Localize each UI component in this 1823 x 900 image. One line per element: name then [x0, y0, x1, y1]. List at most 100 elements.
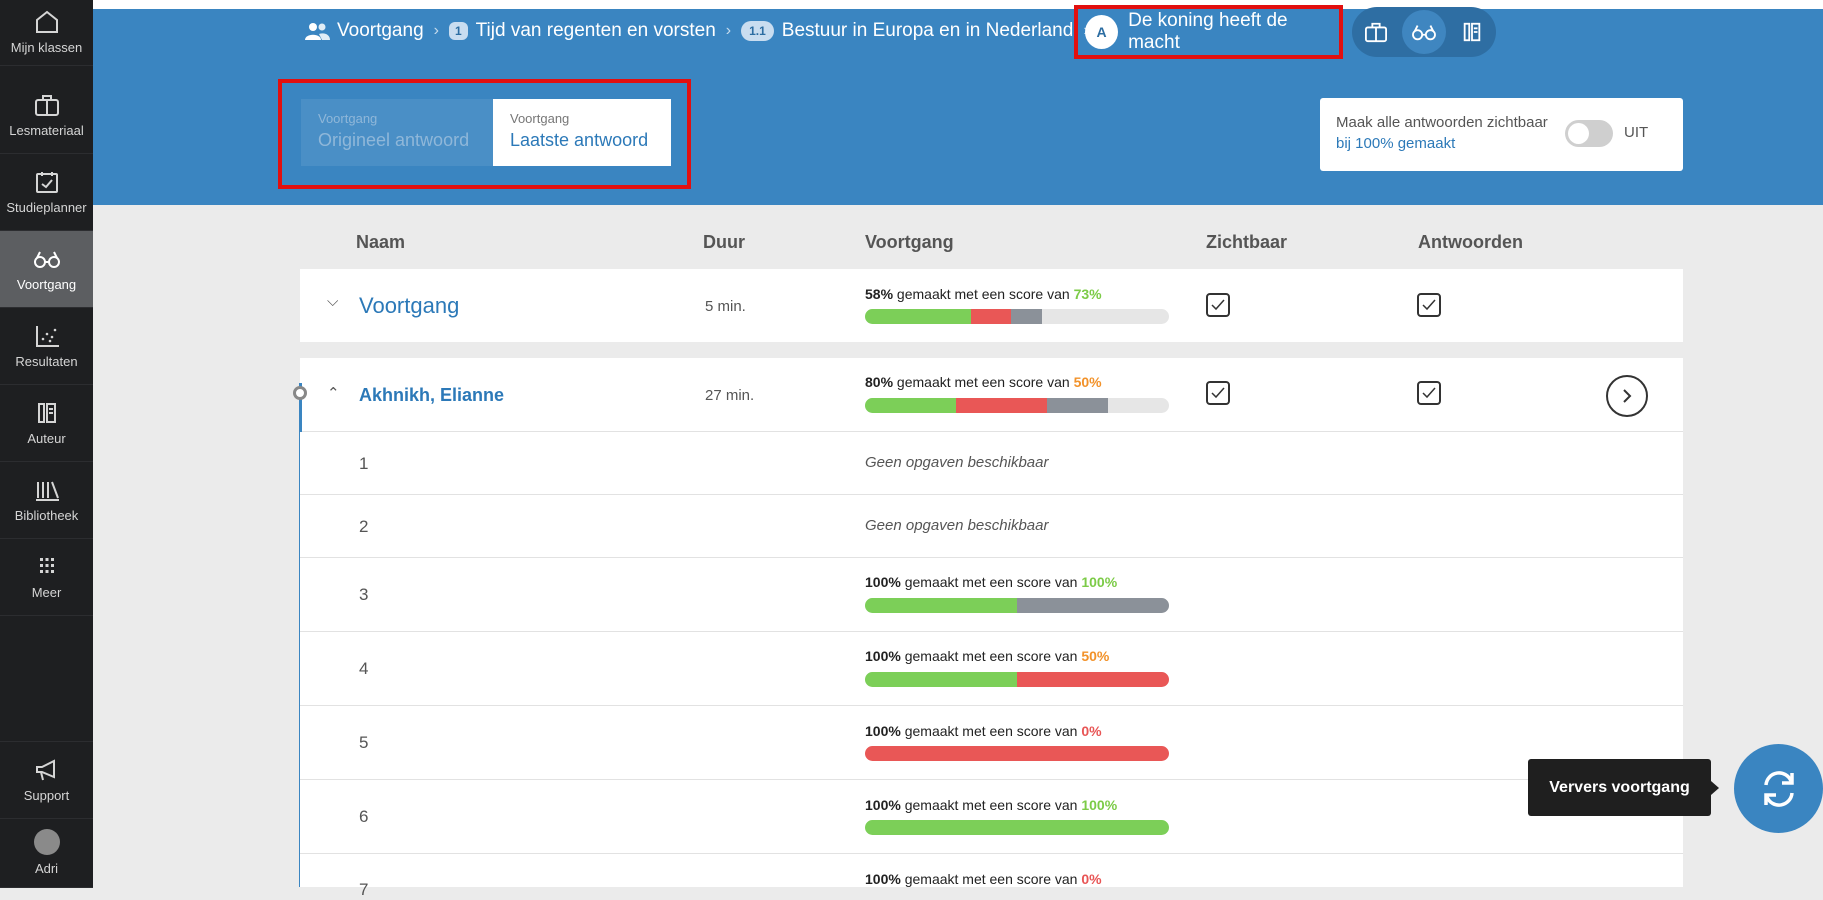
student-name[interactable]: Akhnikh, Elianne	[359, 385, 505, 405]
student-answers-checkbox[interactable]	[1417, 381, 1441, 405]
breadcrumb-current[interactable]: A De koning heeft de macht	[1074, 5, 1343, 59]
student-visible-checkbox[interactable]	[1206, 381, 1230, 405]
sidebar-item-label: Lesmateriaal	[9, 122, 84, 138]
megaphone-icon	[35, 758, 55, 780]
glasses-icon	[1412, 25, 1436, 41]
bar-segment-unscored	[1017, 598, 1169, 613]
made-percent: 100%	[865, 648, 901, 664]
refresh-tooltip: Ververs voortgang	[1528, 759, 1711, 816]
top-strip	[93, 0, 1823, 9]
progress-phrase: gemaakt met een score van	[904, 574, 1078, 590]
answer-mode-toggle: Voortgang Origineel antwoord Voortgang L…	[278, 79, 691, 189]
original-answer-tab[interactable]: Voortgang Origineel antwoord	[301, 99, 493, 166]
visibility-card: Maak alle antwoorden zichtbaar bij 100% …	[1320, 98, 1683, 171]
author-icon	[37, 402, 56, 423]
item-row[interactable]	[300, 495, 1683, 558]
summary-progress-bar	[865, 309, 1169, 324]
glasses-icon	[33, 251, 60, 268]
summary-name[interactable]: Voortgang	[359, 293, 460, 318]
made-percent: 58%	[865, 286, 894, 302]
refresh-progress-button[interactable]	[1734, 744, 1823, 833]
sidebar-item-resultaten[interactable]: Resultaten	[0, 308, 93, 385]
bar-segment-wrong	[971, 309, 1011, 324]
summary-progress-text: 58% gemaakt met een score van 73%	[865, 286, 1102, 302]
item-number: 7	[359, 880, 369, 899]
bar-segment-correct	[865, 820, 1169, 835]
summary-row	[300, 269, 1683, 342]
breadcrumb-level1[interactable]: 1 Tijd van regenten en vorsten	[448, 20, 716, 42]
latest-answer-label: Laatste antwoord	[510, 130, 649, 150]
item-number: 1	[359, 454, 369, 473]
item-row[interactable]	[300, 854, 1683, 887]
lesmateriaal-view-button[interactable]	[1354, 10, 1398, 54]
home-icon	[35, 10, 58, 33]
item-progress-text: 100% gemaakt met een score van 0%	[865, 723, 1102, 739]
item-number: 6	[359, 807, 369, 826]
sidebar-item-studieplanner[interactable]: Studieplanner	[0, 154, 93, 231]
view-switcher	[1352, 7, 1496, 57]
breadcrumb-level1-label: Tijd van regenten en vorsten	[475, 20, 716, 41]
open-student-button[interactable]	[1606, 375, 1648, 417]
item-progress-bar	[865, 598, 1169, 613]
column-header-progress: Voortgang	[865, 232, 954, 252]
item-row[interactable]	[300, 632, 1683, 706]
sidebar-item-label: Auteur	[27, 430, 66, 446]
bar-segment-unscored	[1047, 398, 1108, 413]
chevron-down-icon[interactable]: ⌵	[327, 293, 339, 310]
progress-phrase: gemaakt met een score van	[896, 286, 1070, 302]
sidebar-item-voortgang[interactable]: Voortgang	[0, 231, 93, 308]
briefcase-icon	[34, 94, 59, 116]
breadcrumb-current-label: De koning heeft de macht	[1128, 10, 1288, 53]
breadcrumb-root[interactable]: Voortgang	[303, 20, 424, 42]
made-percent: 100%	[865, 797, 901, 813]
original-answer-caption: Voortgang	[318, 111, 378, 126]
sidebar-item-meer[interactable]: Meer	[0, 539, 93, 616]
item-progress-text: 100% gemaakt met een score van 50%	[865, 648, 1109, 664]
visibility-text: Maak alle antwoorden zichtbaar	[1336, 114, 1548, 131]
item-progress-text: 100% gemaakt met een score van 100%	[865, 574, 1117, 590]
latest-answer-tab[interactable]: Voortgang Laatste antwoord	[493, 99, 671, 166]
check-icon	[1211, 387, 1225, 399]
item-number: 3	[359, 585, 369, 604]
column-header-answers: Antwoorden	[1418, 232, 1523, 252]
sidebar-item-support[interactable]: Support	[0, 741, 93, 819]
breadcrumb-level2[interactable]: 1.1 Bestuur in Europa en in Nederland	[741, 20, 1073, 42]
sidebar: Mijn klassen Lesmateriaal Studieplanner …	[0, 0, 93, 888]
item-row[interactable]	[300, 706, 1683, 780]
sidebar-item-auteur[interactable]: Auteur	[0, 385, 93, 462]
summary-answers-checkbox[interactable]	[1417, 293, 1441, 317]
sidebar-item-label: Studieplanner	[6, 199, 87, 215]
user-menu[interactable]: Adri	[0, 818, 93, 888]
bar-segment-correct	[865, 398, 956, 413]
auteur-view-button[interactable]	[1450, 10, 1494, 54]
grid-icon	[39, 557, 54, 573]
bar-segment-wrong	[956, 398, 1047, 413]
item-progress-bar	[865, 820, 1169, 835]
item-row[interactable]	[300, 780, 1683, 854]
check-icon	[1211, 299, 1225, 311]
item-row[interactable]	[300, 432, 1683, 495]
switch-state-label: UIT	[1624, 124, 1649, 141]
voortgang-view-button[interactable]	[1402, 10, 1446, 54]
progress-phrase: gemaakt met een score van	[904, 871, 1078, 887]
visibility-condition: bij 100% gemaakt	[1336, 135, 1456, 152]
chevron-right-icon	[1623, 389, 1632, 403]
chevron-up-icon[interactable]: ⌃	[327, 385, 340, 402]
summary-visible-checkbox[interactable]	[1206, 293, 1230, 317]
sidebar-item-bibliotheek[interactable]: Bibliotheek	[0, 462, 93, 539]
score-percent: 50%	[1073, 374, 1102, 390]
progress-phrase: gemaakt met een score van	[904, 648, 1078, 664]
item-row[interactable]	[300, 558, 1683, 632]
sidebar-item-label: Bibliotheek	[14, 507, 79, 523]
student-duration: 27 min.	[705, 387, 755, 404]
sidebar-item-mijn-klassen[interactable]: Mijn klassen	[0, 0, 93, 66]
visibility-switch[interactable]	[1565, 120, 1613, 147]
progress-phrase: gemaakt met een score van	[896, 374, 1070, 390]
score-percent: 73%	[1073, 286, 1102, 302]
column-header-duration: Duur	[703, 232, 745, 252]
column-header-name: Naam	[356, 232, 406, 252]
calendar-check-icon	[35, 171, 58, 193]
sidebar-item-lesmateriaal[interactable]: Lesmateriaal	[0, 77, 93, 154]
sidebar-item-label: Voortgang	[16, 276, 77, 292]
item-number: 5	[359, 733, 369, 752]
